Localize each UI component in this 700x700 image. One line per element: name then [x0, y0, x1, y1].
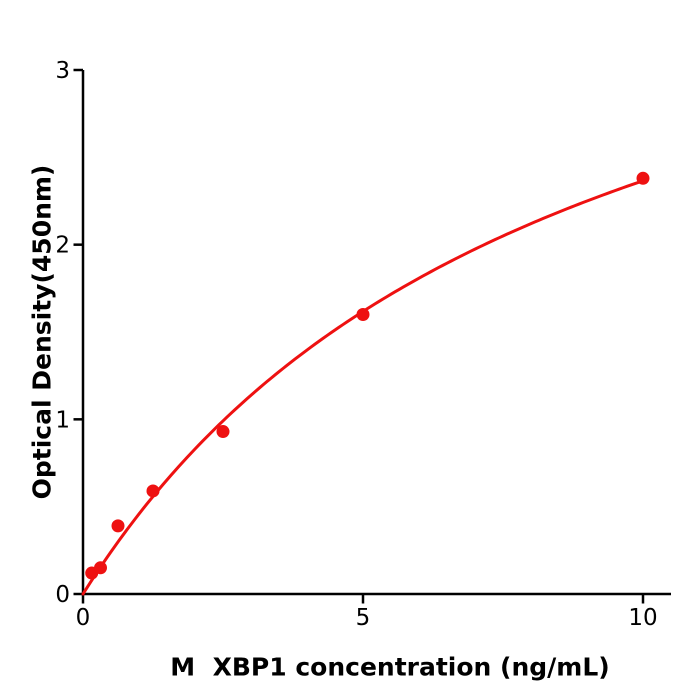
data-point — [636, 171, 650, 185]
x-tick-label: 10 — [628, 605, 657, 631]
y-tick-label: 2 — [55, 233, 70, 259]
data-point — [111, 519, 125, 533]
axis-spines — [81, 70, 671, 596]
y-axis-title: Optical Density(450nm) — [27, 164, 57, 500]
x-tick-label: 5 — [356, 605, 371, 631]
fit-curve — [81, 179, 645, 596]
data-point — [94, 561, 107, 575]
x-axis-title: M XBP1 concentration (ng/mL) — [170, 652, 610, 682]
data-point — [216, 425, 230, 439]
data-point — [146, 484, 160, 498]
x-tick-label: 0 — [76, 605, 91, 631]
y-tick-label: 0 — [55, 582, 70, 608]
y-tick-label: 1 — [55, 407, 70, 433]
y-tick-label: 3 — [55, 58, 70, 84]
data-point — [356, 308, 370, 322]
